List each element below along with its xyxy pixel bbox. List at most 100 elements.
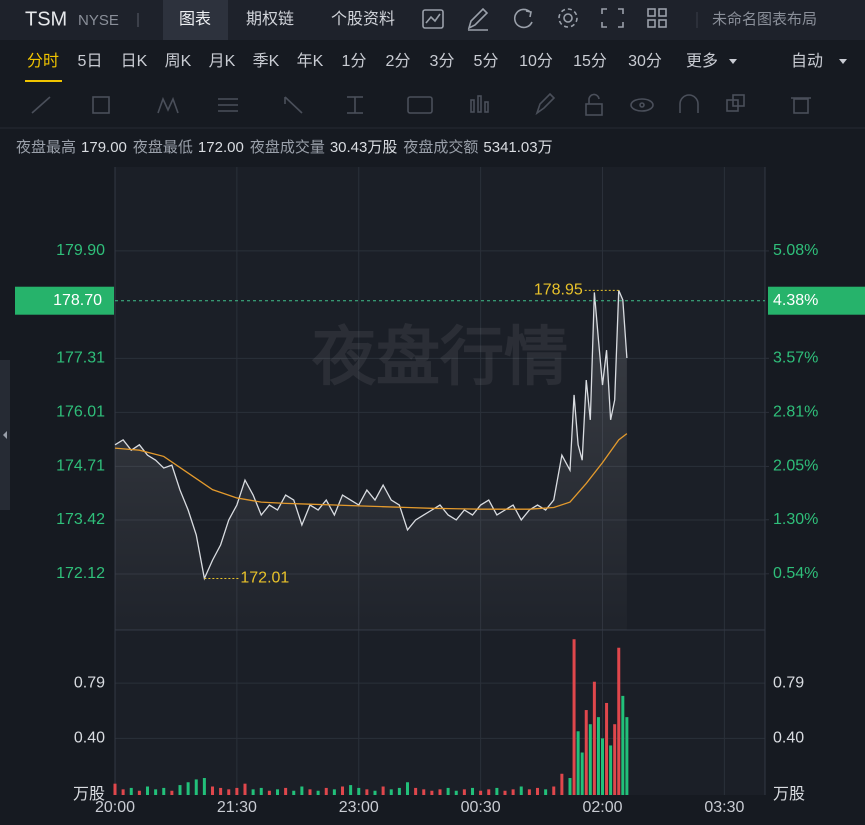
volume-bar: [568, 778, 572, 795]
volume-bar: [202, 778, 206, 795]
volume-bar: [276, 789, 279, 795]
period-button[interactable]: 5分: [474, 52, 499, 70]
period-button[interactable]: 15分: [573, 52, 607, 70]
caret: [729, 59, 737, 64]
volume-bar: [121, 789, 125, 795]
x-tick-label: 21:30: [217, 799, 257, 816]
volume-tick-label: 0.40: [74, 730, 105, 747]
plot-bg: [115, 167, 765, 795]
info-line: 夜盘最高 179.00 夜盘最低 172.00 夜盘成交量 30.43万股 夜盘成交额 534…: [16, 138, 553, 156]
period-button[interactable]: 3分: [430, 52, 455, 70]
volume-bar: [487, 789, 491, 795]
period-button[interactable]: 年K: [297, 52, 324, 70]
period-button[interactable]: 1分: [342, 52, 367, 70]
volume-bar: [316, 790, 320, 795]
volume-bar: [373, 790, 377, 795]
volume-bar: [479, 790, 483, 795]
volume-bar: [580, 752, 584, 795]
volume-tick-label: 0.79: [773, 674, 804, 691]
volume-bar: [552, 786, 556, 795]
volume-bar: [446, 787, 450, 795]
volume-bar: [251, 789, 255, 795]
volume-bar: [560, 773, 564, 795]
volume-bar: [292, 790, 296, 795]
volume-bar: [227, 789, 231, 795]
volume-unit: 万股: [73, 785, 105, 803]
volume-bar: [511, 789, 515, 795]
y2-tick-label: 0.54%: [773, 565, 818, 582]
volume-bar: [332, 789, 336, 795]
volume-bar: [471, 787, 474, 795]
period-button[interactable]: 分时: [27, 52, 59, 70]
volume-bar: [454, 790, 458, 795]
volume-bar: [430, 790, 434, 795]
volume-bar: [349, 785, 353, 795]
volume-bar: [259, 787, 263, 795]
y2-tick-label: 2.81%: [773, 404, 818, 421]
info-value: 172.00: [198, 139, 244, 156]
volume-bar: [357, 787, 361, 795]
volume-bar: [341, 786, 344, 795]
tab[interactable]: 期权链: [246, 10, 294, 28]
volume-bar: [381, 786, 385, 795]
period-button[interactable]: 5日: [78, 53, 103, 70]
volume-bar: [267, 790, 271, 795]
y2-tick-label: 3.57%: [773, 350, 818, 367]
price-line: [114, 290, 628, 581]
volume-bar: [576, 731, 580, 795]
tab[interactable]: 图表: [179, 10, 211, 28]
volume-tick-label: 0.79: [74, 674, 105, 691]
price-area: [115, 290, 627, 630]
watermark: 夜盘行情: [311, 321, 568, 393]
period-button[interactable]: 2分: [386, 52, 411, 70]
volume-bar: [194, 779, 198, 795]
tab[interactable]: 个股资料: [331, 10, 395, 28]
volume-bar: [422, 789, 426, 795]
drawing-tools[interactable]: [31, 92, 811, 116]
info-label: 夜盘最高: [16, 138, 76, 156]
volume-bar: [308, 789, 312, 795]
y-tick-label: 177.31: [56, 350, 105, 367]
toolbar-icons[interactable]: [422, 7, 667, 31]
volume-bar: [414, 787, 418, 795]
volume-bar: [178, 785, 182, 795]
y-tick-label: 179.90: [56, 242, 105, 259]
volume-bar: [243, 783, 247, 795]
volume-bar: [146, 786, 149, 795]
x-tick-label: 20:00: [95, 799, 135, 816]
period-button[interactable]: 30分: [628, 52, 662, 70]
volume-bar: [462, 789, 466, 795]
volume-bar: [519, 786, 523, 795]
volume-bar: [365, 789, 369, 795]
volume-bar: [613, 724, 617, 795]
more-button[interactable]: 更多: [686, 52, 718, 70]
volume-unit: 万股: [773, 785, 805, 803]
volume-bar: [211, 786, 214, 795]
volume-bar: [300, 786, 304, 795]
average-line: [114, 433, 628, 510]
volume-bar: [113, 783, 117, 795]
layout-name[interactable]: 未命名图表布局: [712, 10, 817, 28]
volume-bar: [596, 717, 600, 795]
y2-tick-label: 5.08%: [773, 242, 818, 259]
period-button[interactable]: 月K: [209, 53, 236, 70]
y2-tick-label: 2.05%: [773, 458, 818, 475]
period-button[interactable]: 10分: [519, 52, 553, 70]
volume-bar: [503, 790, 507, 795]
period-button[interactable]: 周K: [165, 53, 192, 70]
x-tick-label: 03:30: [704, 799, 744, 816]
auto-button[interactable]: 自动: [791, 52, 823, 70]
last-change-label: 4.38%: [773, 292, 818, 309]
y2-tick-label: 1.30%: [773, 511, 818, 528]
last-price-label: 178.70: [53, 292, 102, 309]
volume-bar: [137, 790, 141, 795]
last-price-box: [15, 286, 114, 315]
info-value: 179.00: [81, 139, 127, 156]
period-button[interactable]: 日K: [121, 53, 148, 70]
volume-bar: [162, 787, 166, 795]
volume-bar: [601, 738, 604, 795]
exchange: NYSE: [78, 12, 119, 29]
volume-bar: [219, 787, 223, 795]
period-button[interactable]: 季K: [253, 52, 280, 70]
volume-bar: [154, 789, 158, 795]
